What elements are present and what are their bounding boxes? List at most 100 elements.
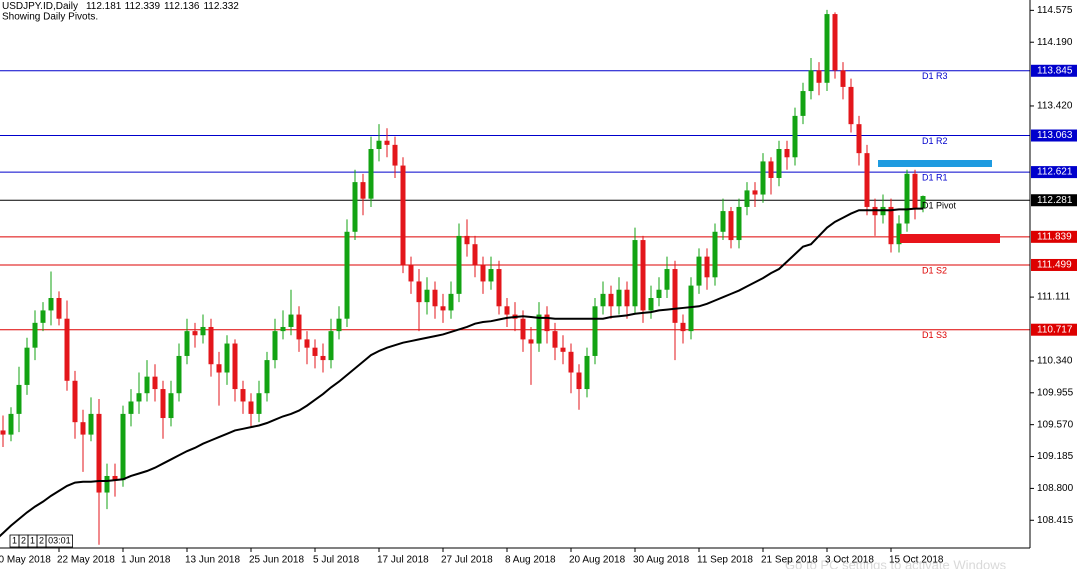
candle-body bbox=[712, 231, 718, 278]
x-tick-label: 1 Jun 2018 bbox=[121, 555, 171, 566]
candle-body bbox=[264, 360, 270, 394]
x-tick-label: 5 Jul 2018 bbox=[313, 555, 360, 566]
candle-body bbox=[888, 206, 894, 245]
pivot-label: D1 S3 bbox=[922, 330, 947, 340]
candle-body bbox=[576, 372, 582, 390]
candle-body bbox=[40, 310, 46, 323]
candle-body bbox=[280, 326, 286, 332]
price-box-label: 113.845 bbox=[1037, 65, 1073, 76]
price-box bbox=[1031, 258, 1077, 271]
candle-body bbox=[816, 70, 822, 83]
candle-body bbox=[648, 298, 654, 311]
subtitle: Showing Daily Pivots. bbox=[2, 12, 98, 23]
candle-body bbox=[736, 206, 742, 241]
candle-body bbox=[448, 293, 454, 311]
candle-body bbox=[464, 235, 470, 245]
x-tick-label: 22 May 2018 bbox=[57, 555, 115, 566]
candle-body bbox=[672, 269, 678, 323]
price-box bbox=[1031, 230, 1077, 243]
header: USDJPY.ID,Daily 112.181 112.339 112.136 112.… bbox=[2, 1, 239, 12]
price-box bbox=[1031, 129, 1077, 142]
candle-body bbox=[328, 331, 334, 361]
candle-body bbox=[728, 211, 734, 241]
candle-body bbox=[824, 14, 830, 83]
x-tick-label: 27 Jul 2018 bbox=[441, 555, 493, 566]
low-value: 112.136 bbox=[164, 1, 200, 12]
candle-body bbox=[792, 115, 798, 158]
candle-body bbox=[832, 14, 838, 71]
candle-body bbox=[568, 351, 574, 373]
candle-body bbox=[552, 331, 558, 348]
pivot-label: D1 S2 bbox=[922, 265, 947, 275]
candle-body bbox=[408, 264, 414, 282]
candle-body bbox=[704, 256, 710, 278]
open-value: 112.181 bbox=[86, 1, 122, 12]
candle-body bbox=[0, 430, 6, 435]
candle-body bbox=[368, 149, 374, 199]
candle-body bbox=[256, 393, 262, 414]
candle-body bbox=[496, 269, 502, 307]
candle-body bbox=[232, 343, 238, 390]
plot-area bbox=[0, 9, 1030, 545]
candle-body bbox=[416, 281, 422, 303]
candle-body bbox=[384, 140, 390, 145]
x-tick-label: 11 Sep 2018 bbox=[697, 555, 753, 566]
candle-body bbox=[296, 314, 302, 340]
candle-body bbox=[800, 91, 806, 116]
pivot-label: D1 Pivot bbox=[922, 201, 957, 211]
y-tick-label: 114.575 bbox=[1037, 5, 1073, 16]
x-tick-label: 21 Sep 2018 bbox=[761, 555, 818, 566]
candle-body bbox=[144, 376, 150, 394]
candle-body bbox=[400, 165, 406, 265]
candle-body bbox=[456, 235, 462, 294]
y-tick-label: 108.800 bbox=[1037, 483, 1074, 494]
candle-body bbox=[56, 298, 62, 319]
pivot-label: D1 R3 bbox=[922, 71, 948, 81]
y-tick-label: 108.415 bbox=[1037, 515, 1074, 526]
corner-label: 2 bbox=[39, 535, 44, 545]
price-box-label: 111.839 bbox=[1037, 231, 1072, 242]
candle-body bbox=[216, 364, 222, 373]
x-tick-label: 20 Aug 2018 bbox=[569, 555, 626, 566]
price-box bbox=[1031, 323, 1077, 336]
candle-body bbox=[88, 413, 94, 435]
price-box bbox=[1031, 194, 1077, 207]
support-zone bbox=[900, 234, 1000, 243]
corner-label: 03:01 bbox=[48, 535, 71, 545]
candle-body bbox=[96, 413, 102, 493]
candle-body bbox=[288, 314, 294, 327]
y-tick-label: 113.420 bbox=[1037, 101, 1073, 112]
price-box-label: 113.063 bbox=[1037, 130, 1073, 141]
candle-body bbox=[120, 413, 126, 481]
y-tick-label: 109.570 bbox=[1037, 419, 1074, 430]
candle-body bbox=[392, 144, 398, 166]
candle-body bbox=[608, 293, 614, 307]
candle-body bbox=[744, 190, 750, 207]
candle-body bbox=[24, 347, 30, 385]
candle-body bbox=[64, 318, 70, 381]
candle-body bbox=[848, 86, 854, 125]
candle-body bbox=[352, 182, 358, 232]
candle-body bbox=[136, 393, 142, 402]
candle-body bbox=[128, 401, 134, 414]
close-value: 112.332 bbox=[203, 1, 239, 12]
candle-body bbox=[640, 240, 646, 311]
moving-average bbox=[0, 207, 923, 538]
price-box-label: 111.499 bbox=[1037, 260, 1072, 271]
pivot-label: D1 R1 bbox=[922, 172, 948, 182]
candle-body bbox=[320, 355, 326, 361]
candle-body bbox=[184, 331, 190, 356]
candle-body bbox=[544, 314, 550, 332]
candle-body bbox=[840, 70, 846, 87]
candle-body bbox=[272, 331, 278, 361]
candle-body bbox=[8, 413, 14, 435]
candle-body bbox=[80, 422, 86, 435]
candle-body bbox=[856, 124, 862, 154]
candle-body bbox=[344, 231, 350, 319]
candle-body bbox=[432, 289, 438, 307]
candle-body bbox=[896, 223, 902, 245]
candle-body bbox=[200, 326, 206, 336]
corner-box bbox=[45, 534, 73, 548]
candle-body bbox=[920, 196, 926, 209]
candle-body bbox=[104, 475, 110, 493]
